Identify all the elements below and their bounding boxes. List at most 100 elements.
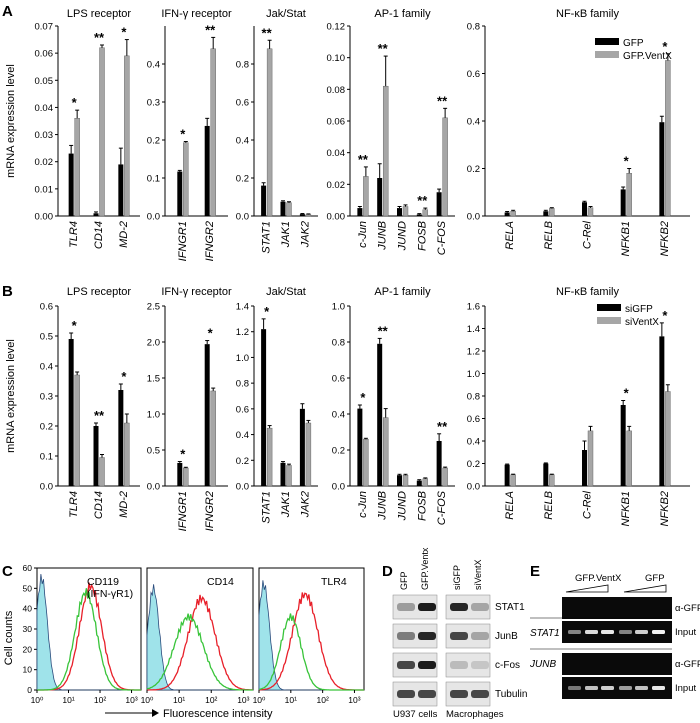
- bar: [74, 118, 80, 217]
- gene-label: JUNB: [529, 659, 556, 670]
- y-tick-label: 0.04: [327, 148, 346, 159]
- significance-star: **: [94, 30, 105, 45]
- lane-label: GFP.Ventx: [420, 547, 430, 590]
- bar: [363, 176, 369, 217]
- gel-band: [601, 686, 614, 690]
- y-axis-label: Cell counts: [3, 610, 15, 665]
- bar: [363, 439, 369, 487]
- bar: [665, 60, 671, 217]
- bar: [177, 462, 183, 486]
- gel-row-label: Input: [675, 683, 696, 694]
- x-tick-label: 10⁰: [253, 695, 266, 705]
- blot-band: [471, 690, 489, 698]
- y-tick-label: 1.0: [467, 369, 480, 380]
- legend-entry: GFP.VentX: [623, 51, 672, 62]
- y-tick-label: 0.0: [467, 212, 480, 223]
- gel-strip: [562, 653, 672, 675]
- x-tick-label: NFKB2: [659, 491, 671, 526]
- y-tick-label: 0.2: [236, 456, 249, 467]
- gel-row-label: α-GFP: [675, 659, 700, 670]
- significance-star: **: [437, 93, 448, 108]
- gel-band: [619, 686, 632, 690]
- gel-band: [652, 686, 665, 690]
- y-tick-label: 40: [23, 604, 33, 614]
- x-tick-label: RELB: [543, 221, 555, 250]
- bar: [286, 202, 292, 217]
- x-tick-label: NFKB2: [659, 221, 671, 256]
- bar: [510, 211, 516, 217]
- bar: [280, 462, 286, 486]
- y-tick-label: 0.02: [327, 180, 346, 191]
- lane-label: GFP: [399, 571, 409, 590]
- gel-band: [585, 630, 598, 634]
- gel-strip: [562, 597, 672, 619]
- bar: [620, 405, 626, 486]
- y-tick-label: 0.06: [327, 117, 346, 128]
- bar: [665, 391, 671, 487]
- x-tick-label: 10³: [237, 695, 249, 705]
- bar: [587, 207, 594, 217]
- x-tick-label: IFNGR2: [204, 221, 216, 261]
- y-tick-label: 0.0: [236, 212, 249, 223]
- y-tick-label: 30: [23, 624, 33, 634]
- legend-swatch: [595, 51, 619, 58]
- y-tick-label: 1.0: [147, 410, 160, 421]
- significance-star: *: [264, 304, 270, 319]
- blot-band: [418, 632, 436, 640]
- bar: [382, 85, 389, 217]
- x-tick-label: TLR4: [68, 491, 80, 518]
- x-tick-label: C-Rel: [582, 490, 594, 519]
- x-tick-label: CD14: [93, 221, 105, 249]
- y-tick-label: 0.0: [147, 482, 160, 493]
- bar: [382, 417, 389, 487]
- bar: [582, 450, 587, 486]
- y-tick-label: 0.8: [332, 338, 345, 349]
- panel-label-E: E: [530, 563, 540, 580]
- group-title: NF-κB family: [556, 8, 619, 20]
- bar: [204, 125, 210, 216]
- significance-star: *: [121, 25, 127, 40]
- gfp-ventx-curve: [37, 582, 141, 691]
- gel-band: [568, 630, 581, 634]
- y-tick-label: 0.4: [467, 117, 480, 128]
- y-tick-label: 0.6: [40, 302, 53, 313]
- x-tick-label: JAK2: [299, 491, 311, 518]
- y-tick-label: 1.5: [147, 374, 160, 385]
- x-tick-label: CD14: [93, 491, 105, 519]
- y-tick-label: 1.6: [467, 302, 480, 313]
- significance-star: *: [624, 386, 630, 401]
- gfp-curve: [258, 613, 364, 691]
- bar: [436, 192, 442, 216]
- x-tick-label: 10¹: [285, 695, 297, 705]
- x-tick-label: JAK1: [280, 491, 292, 518]
- x-tick-label: FOSB: [416, 491, 428, 521]
- bar: [582, 202, 587, 216]
- bar: [299, 214, 305, 216]
- bar: [377, 343, 383, 486]
- panel-label-A: A: [2, 3, 13, 20]
- gene-label: STAT1: [530, 628, 560, 639]
- histogram-label: TLR4: [321, 576, 347, 588]
- gel-strip: [562, 677, 672, 699]
- y-tick-label: 0.04: [35, 103, 54, 114]
- bar: [204, 344, 210, 486]
- y-tick-label: 0.6: [467, 69, 480, 80]
- bar: [266, 427, 273, 487]
- x-tick-label: MD-2: [118, 221, 130, 248]
- histogram-label: (IFN-γR1): [87, 588, 133, 600]
- bar: [416, 214, 422, 216]
- histogram-label: CD119: [87, 576, 119, 588]
- x-axis-label: Fluorescence intensity: [163, 708, 273, 720]
- bar: [305, 422, 312, 487]
- y-tick-label: 0.1: [40, 452, 53, 463]
- x-tick-label: MD-2: [118, 491, 130, 518]
- significance-star: **: [262, 25, 273, 40]
- lane-label: siGFP: [452, 565, 462, 590]
- panel-label-C: C: [2, 563, 13, 580]
- y-tick-label: 0.2: [40, 422, 53, 433]
- gel-band: [652, 630, 665, 634]
- group-title: LPS receptor: [67, 8, 132, 20]
- bar: [549, 208, 555, 217]
- significance-star: **: [378, 323, 389, 338]
- blot-band: [471, 661, 489, 669]
